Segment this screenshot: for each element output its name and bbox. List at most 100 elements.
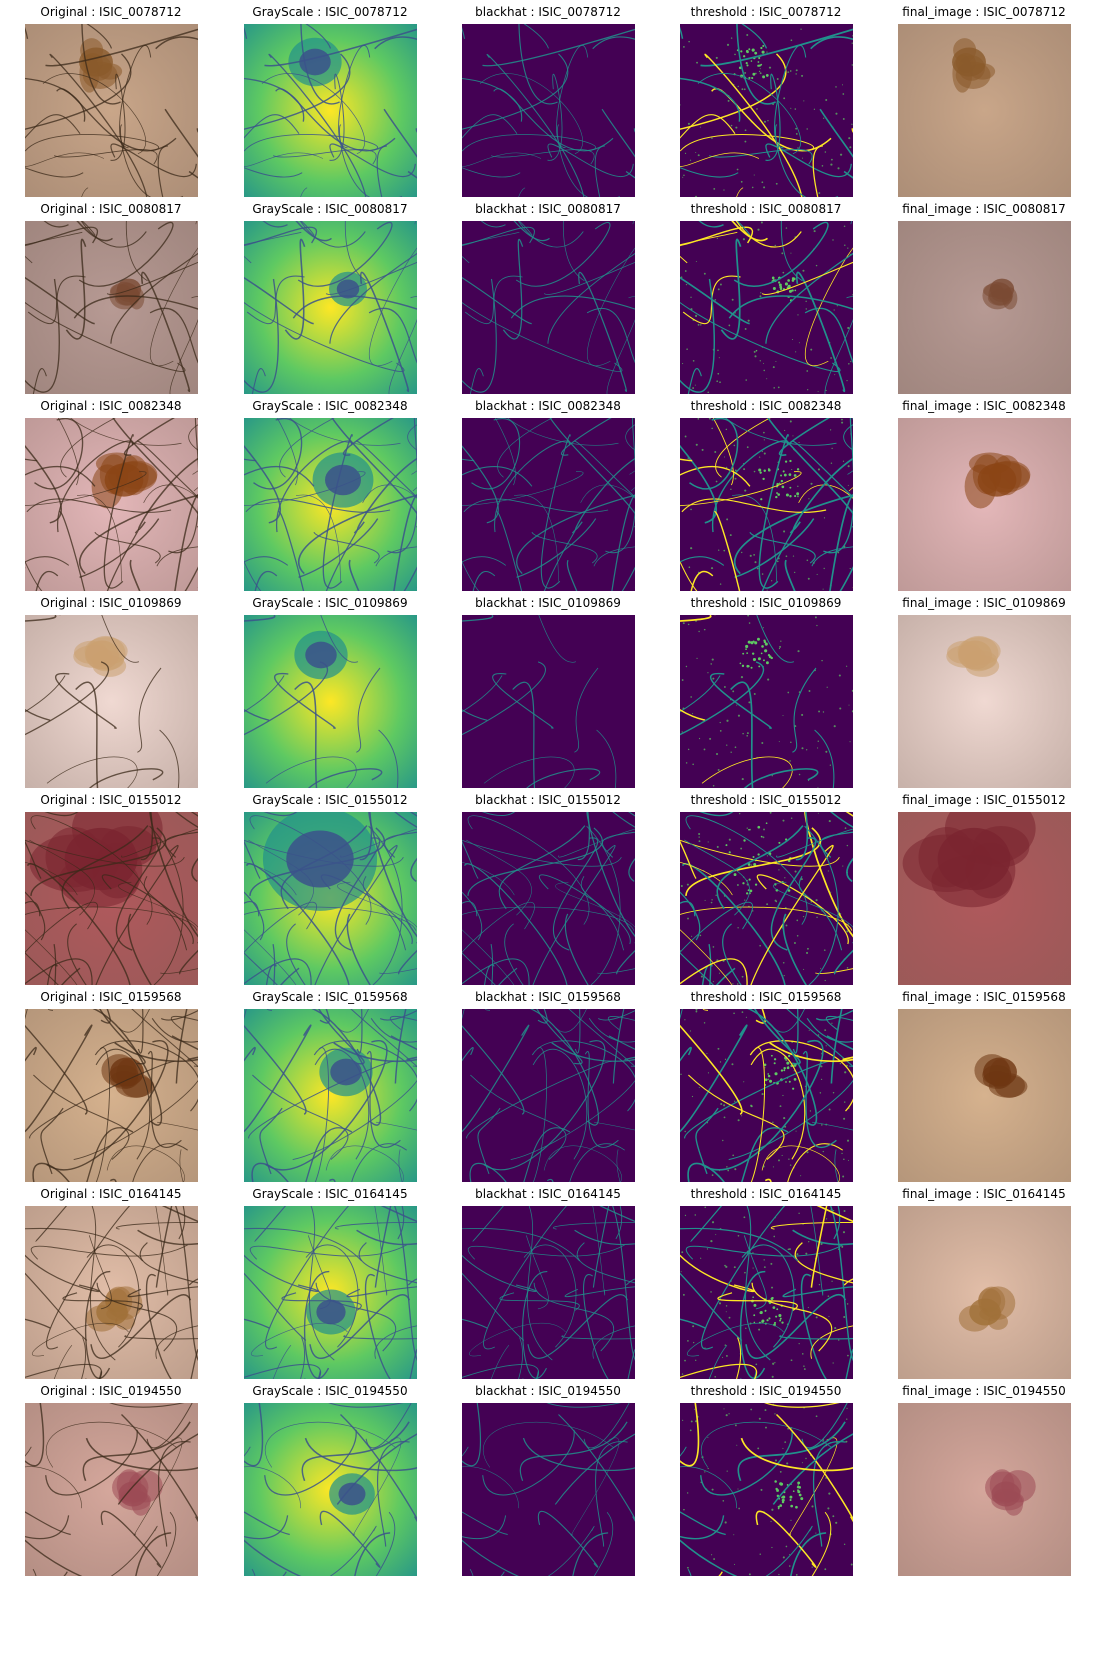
subplot-threshold-isic_0109869: threshold : ISIC_0109869	[655, 593, 877, 793]
subplot-title: GrayScale : ISIC_0109869	[219, 593, 441, 613]
subplot-final-isic_0080817: final_image : ISIC_0080817	[873, 199, 1095, 399]
subplot-threshold-isic_0078712: threshold : ISIC_0078712	[655, 2, 877, 202]
subplot-title-image-id: ISIC_0194550	[325, 1384, 408, 1398]
threshold-image-graphic	[680, 812, 853, 985]
grayscale-image	[244, 812, 417, 985]
subplot-title-label: blackhat	[475, 399, 527, 413]
subplot-title-label: final_image	[902, 5, 972, 19]
subplot-title: threshold : ISIC_0194550	[655, 1381, 877, 1401]
final-image-graphic	[898, 1403, 1071, 1576]
subplot-title-label: GrayScale	[252, 1384, 314, 1398]
blackhat-image	[462, 24, 635, 197]
blackhat-image-graphic	[462, 1009, 635, 1182]
original-image-graphic	[25, 418, 198, 591]
subplot-title-separator: :	[313, 399, 326, 413]
subplot-title-image-id: ISIC_0078712	[983, 5, 1066, 19]
blackhat-image	[462, 1009, 635, 1182]
subplot-title-label: final_image	[902, 1384, 972, 1398]
subplot-title: Original : ISIC_0080817	[0, 199, 222, 219]
subplot-title-separator: :	[526, 1384, 539, 1398]
subplot-grayscale-isic_0164145: GrayScale : ISIC_0164145	[219, 1184, 441, 1384]
blackhat-image	[462, 418, 635, 591]
subplot-title-label: Original	[40, 596, 88, 610]
subplot-threshold-isic_0194550: threshold : ISIC_0194550	[655, 1381, 877, 1581]
blackhat-image	[462, 615, 635, 788]
subplot-title-separator: :	[747, 202, 759, 216]
subplot-title-separator: :	[971, 399, 984, 413]
subplot-title-image-id: ISIC_0082348	[538, 399, 621, 413]
subplot-title-image-id: ISIC_0155012	[538, 793, 621, 807]
threshold-image-graphic	[680, 418, 853, 591]
blackhat-image-graphic	[462, 221, 635, 394]
original-image-graphic	[25, 812, 198, 985]
subplot-title-separator: :	[87, 5, 100, 19]
subplot-title-label: GrayScale	[252, 793, 314, 807]
blackhat-image	[462, 812, 635, 985]
subplot-title-label: threshold	[690, 202, 748, 216]
subplot-title-separator: :	[747, 793, 759, 807]
original-image-graphic	[25, 615, 198, 788]
subplot-title-label: GrayScale	[252, 399, 314, 413]
final-image	[898, 418, 1071, 591]
subplot-title-image-id: ISIC_0164145	[99, 1187, 182, 1201]
grayscale-image	[244, 1403, 417, 1576]
threshold-image-graphic	[680, 1403, 853, 1576]
subplot-title: threshold : ISIC_0155012	[655, 790, 877, 810]
grayscale-image-graphic	[244, 418, 417, 591]
subplot-final-isic_0082348: final_image : ISIC_0082348	[873, 396, 1095, 596]
grayscale-image-graphic	[244, 1009, 417, 1182]
subplot-final-isic_0155012: final_image : ISIC_0155012	[873, 790, 1095, 990]
subplot-title-image-id: ISIC_0155012	[983, 793, 1066, 807]
threshold-image	[680, 24, 853, 197]
subplot-threshold-isic_0155012: threshold : ISIC_0155012	[655, 790, 877, 990]
grayscale-image	[244, 615, 417, 788]
subplot-title-separator: :	[971, 1384, 984, 1398]
subplot-title-image-id: ISIC_0194550	[758, 1384, 842, 1398]
subplot-threshold-isic_0159568: threshold : ISIC_0159568	[655, 987, 877, 1187]
grayscale-image-graphic	[244, 1206, 417, 1379]
subplot-threshold-isic_0164145: threshold : ISIC_0164145	[655, 1184, 877, 1384]
subplot-title: final_image : ISIC_0109869	[873, 593, 1095, 613]
final-image	[898, 1403, 1071, 1576]
subplot-title-label: blackhat	[475, 596, 527, 610]
final-image	[898, 1206, 1071, 1379]
subplot-title-label: threshold	[690, 1187, 748, 1201]
subplot-title-separator: :	[971, 202, 984, 216]
subplot-title-image-id: ISIC_0080817	[99, 202, 182, 216]
subplot-title: final_image : ISIC_0164145	[873, 1184, 1095, 1204]
subplot-title: blackhat : ISIC_0194550	[437, 1381, 659, 1401]
threshold-image	[680, 1009, 853, 1182]
subplot-title-image-id: ISIC_0109869	[758, 596, 842, 610]
subplot-title-separator: :	[971, 990, 984, 1004]
subplot-title-image-id: ISIC_0164145	[983, 1187, 1066, 1201]
subplot-title-separator: :	[526, 399, 539, 413]
subplot-title-label: Original	[40, 1187, 88, 1201]
subplot-title: Original : ISIC_0194550	[0, 1381, 222, 1401]
subplot-title-separator: :	[87, 596, 100, 610]
subplot-title: Original : ISIC_0155012	[0, 790, 222, 810]
original-image-graphic	[25, 24, 198, 197]
subplot-title-label: Original	[40, 202, 88, 216]
grayscale-image	[244, 418, 417, 591]
subplot-title-separator: :	[747, 1384, 759, 1398]
subplot-title: final_image : ISIC_0194550	[873, 1381, 1095, 1401]
subplot-blackhat-isic_0159568: blackhat : ISIC_0159568	[437, 987, 659, 1187]
subplot-blackhat-isic_0082348: blackhat : ISIC_0082348	[437, 396, 659, 596]
subplot-title: GrayScale : ISIC_0194550	[219, 1381, 441, 1401]
subplot-grayscale-isic_0078712: GrayScale : ISIC_0078712	[219, 2, 441, 202]
subplot-final-isic_0159568: final_image : ISIC_0159568	[873, 987, 1095, 1187]
blackhat-image-graphic	[462, 812, 635, 985]
subplot-blackhat-isic_0194550: blackhat : ISIC_0194550	[437, 1381, 659, 1581]
original-image	[25, 418, 198, 591]
subplot-title-image-id: ISIC_0159568	[99, 990, 182, 1004]
threshold-image-graphic	[680, 221, 853, 394]
subplot-title-separator: :	[971, 5, 984, 19]
subplot-blackhat-isic_0109869: blackhat : ISIC_0109869	[437, 593, 659, 793]
subplot-title-separator: :	[87, 793, 100, 807]
subplot-title: GrayScale : ISIC_0155012	[219, 790, 441, 810]
subplot-title-label: blackhat	[475, 5, 527, 19]
subplot-blackhat-isic_0164145: blackhat : ISIC_0164145	[437, 1184, 659, 1384]
original-image	[25, 1206, 198, 1379]
subplot-original-isic_0080817: Original : ISIC_0080817	[0, 199, 222, 399]
subplot-title-separator: :	[87, 399, 100, 413]
